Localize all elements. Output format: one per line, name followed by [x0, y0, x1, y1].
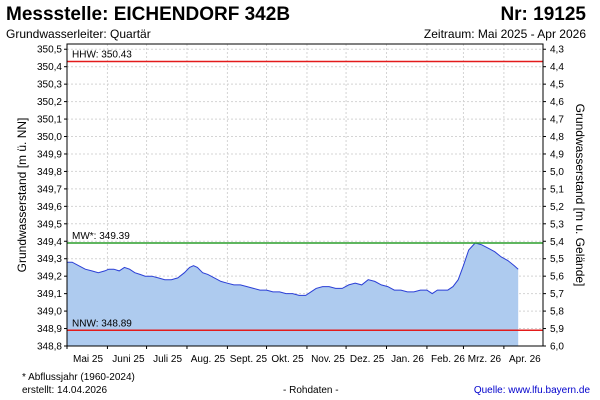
y-tick-label: 350,5	[37, 45, 62, 56]
y-tick-label: 349,5	[37, 219, 62, 230]
y-tick-label: 349,6	[37, 202, 62, 213]
x-tick-label: Mrz. 26	[468, 354, 502, 365]
y-tick-label: 350,1	[37, 115, 62, 126]
x-tick-label: Feb. 26	[431, 354, 465, 365]
y-tick-label: 348,9	[37, 324, 62, 335]
y-tick-label: 349,2	[37, 272, 62, 283]
y-tick-label: 349,1	[37, 289, 62, 300]
y-tick-label: 350,2	[37, 97, 62, 108]
y-tick-label: 349,0	[37, 307, 62, 318]
y-right-tick-label: 4,8	[550, 132, 564, 143]
y-right-tick-label: 4,6	[550, 97, 564, 108]
y-right-tick-label: 5,2	[550, 202, 564, 213]
x-tick-label: Nov. 25	[311, 354, 345, 365]
page-title: Messstelle: EICHENDORF 342B	[6, 4, 291, 25]
y-right-tick-label: 5,9	[550, 324, 564, 335]
y-right-tick-label: 5,0	[550, 167, 564, 178]
x-tick-label: Juli 25	[153, 354, 182, 365]
y-right-tick-label: 5,6	[550, 272, 564, 283]
station-number: Nr: 19125	[500, 4, 586, 25]
y-right-tick-label: 6,0	[550, 342, 564, 353]
nnw-label: NNW: 348.89	[72, 318, 132, 329]
x-tick-label: Dez. 25	[350, 354, 385, 365]
y-right-tick-label: 5,4	[550, 237, 564, 248]
y-right-tick-label: 5,3	[550, 219, 564, 230]
y-tick-label: 348,8	[37, 342, 62, 353]
y-right-tick-label: 5,8	[550, 307, 564, 318]
y-tick-label: 349,9	[37, 149, 62, 160]
y-tick-label: 350,0	[37, 132, 62, 143]
y-tick-label: 349,4	[37, 237, 62, 248]
series-area	[67, 243, 519, 346]
y-axis-title-right: Grundwasserstand [m u. Gelände]	[573, 104, 587, 287]
y-right-tick-label: 5,7	[550, 289, 564, 300]
x-tick-label: Apr. 26	[509, 354, 541, 365]
y-right-tick-label: 4,4	[550, 62, 564, 73]
y-tick-label: 349,8	[37, 167, 62, 178]
y-tick-label: 350,3	[37, 80, 62, 91]
series-line	[67, 242, 519, 296]
x-tick-label: Sept. 25	[230, 354, 268, 365]
y-right-tick-label: 5,1	[550, 184, 564, 195]
x-tick-label: Okt. 25	[271, 354, 304, 365]
created-date: erstellt: 14.04.2026	[22, 385, 108, 396]
hhw-label: HHW: 350.43	[72, 49, 132, 60]
x-tick-label: Aug. 25	[191, 354, 226, 365]
y-tick-label: 350,4	[37, 62, 62, 73]
footnote: * Abflussjahr (1960-2024)	[22, 372, 135, 383]
y-right-tick-label: 4,3	[550, 45, 564, 56]
source-link[interactable]: Quelle: www.lfu.bayern.de	[473, 385, 590, 396]
mw-label: MW*: 349.39	[72, 231, 130, 242]
period-label: Zeitraum: Mai 2025 - Apr 2026	[423, 27, 586, 41]
x-tick-label: Juni 25	[112, 354, 145, 365]
y-axis-title: Grundwasserstand [m ü. NN]	[15, 118, 29, 273]
x-tick-label: Jan. 26	[391, 354, 424, 365]
aquifer-label: Grundwasserleiter: Quartär	[6, 27, 151, 41]
y-tick-label: 349,3	[37, 254, 62, 265]
y-right-tick-label: 4,5	[550, 80, 564, 91]
plot-frame	[66, 43, 544, 347]
x-tick-label: Mai 25	[73, 354, 103, 365]
y-tick-label: 349,7	[37, 184, 62, 195]
rawdata-label: - Rohdaten -	[283, 385, 339, 396]
y-right-tick-label: 4,7	[550, 115, 564, 126]
y-right-tick-label: 5,5	[550, 254, 564, 265]
y-right-tick-label: 4,9	[550, 149, 564, 160]
